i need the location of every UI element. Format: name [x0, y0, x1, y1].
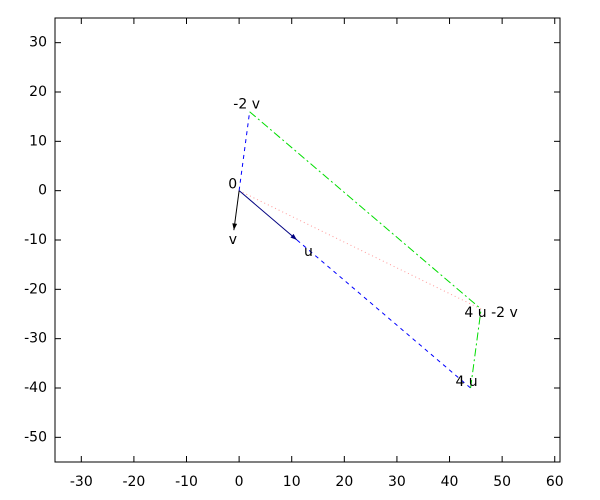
y-tick-label: -30	[24, 331, 47, 347]
segment	[238, 190, 482, 310]
x-tick-label: -10	[175, 474, 198, 490]
x-tick-label: -20	[122, 474, 145, 490]
x-tick-label: -30	[70, 474, 93, 490]
x-tick-label: 0	[235, 474, 244, 490]
x-tick-label: 10	[283, 474, 301, 490]
arrow-head	[290, 233, 297, 240]
segment	[470, 309, 482, 389]
y-tick-label: -10	[24, 232, 47, 248]
x-tick-label: 60	[546, 474, 564, 490]
point-label: u	[304, 244, 313, 260]
vector-arrow	[238, 190, 298, 241]
point-label: 4 u	[455, 374, 477, 390]
vector-arrow	[233, 190, 240, 231]
point-label: v	[229, 232, 237, 248]
plot-frame	[54, 17, 561, 463]
x-tick-label: 50	[493, 474, 511, 490]
segment	[249, 111, 482, 310]
y-tick-label: 10	[29, 133, 47, 149]
point-label: -2 v	[233, 97, 260, 113]
point-label: 4 u -2 v	[464, 305, 517, 321]
y-tick-label: -20	[24, 281, 47, 297]
y-tick-label: 0	[38, 183, 47, 199]
segment	[296, 239, 471, 389]
y-tick-label: -40	[24, 380, 47, 396]
arrow-head	[232, 223, 238, 231]
x-tick-label: 30	[388, 474, 406, 490]
y-tick-label: -50	[24, 429, 47, 445]
x-tick-label: 40	[441, 474, 459, 490]
y-tick-label: 30	[29, 35, 47, 51]
x-tick-label: 20	[335, 474, 353, 490]
segment	[238, 111, 251, 191]
y-tick-label: 20	[29, 84, 47, 100]
point-label: 0	[228, 177, 237, 193]
